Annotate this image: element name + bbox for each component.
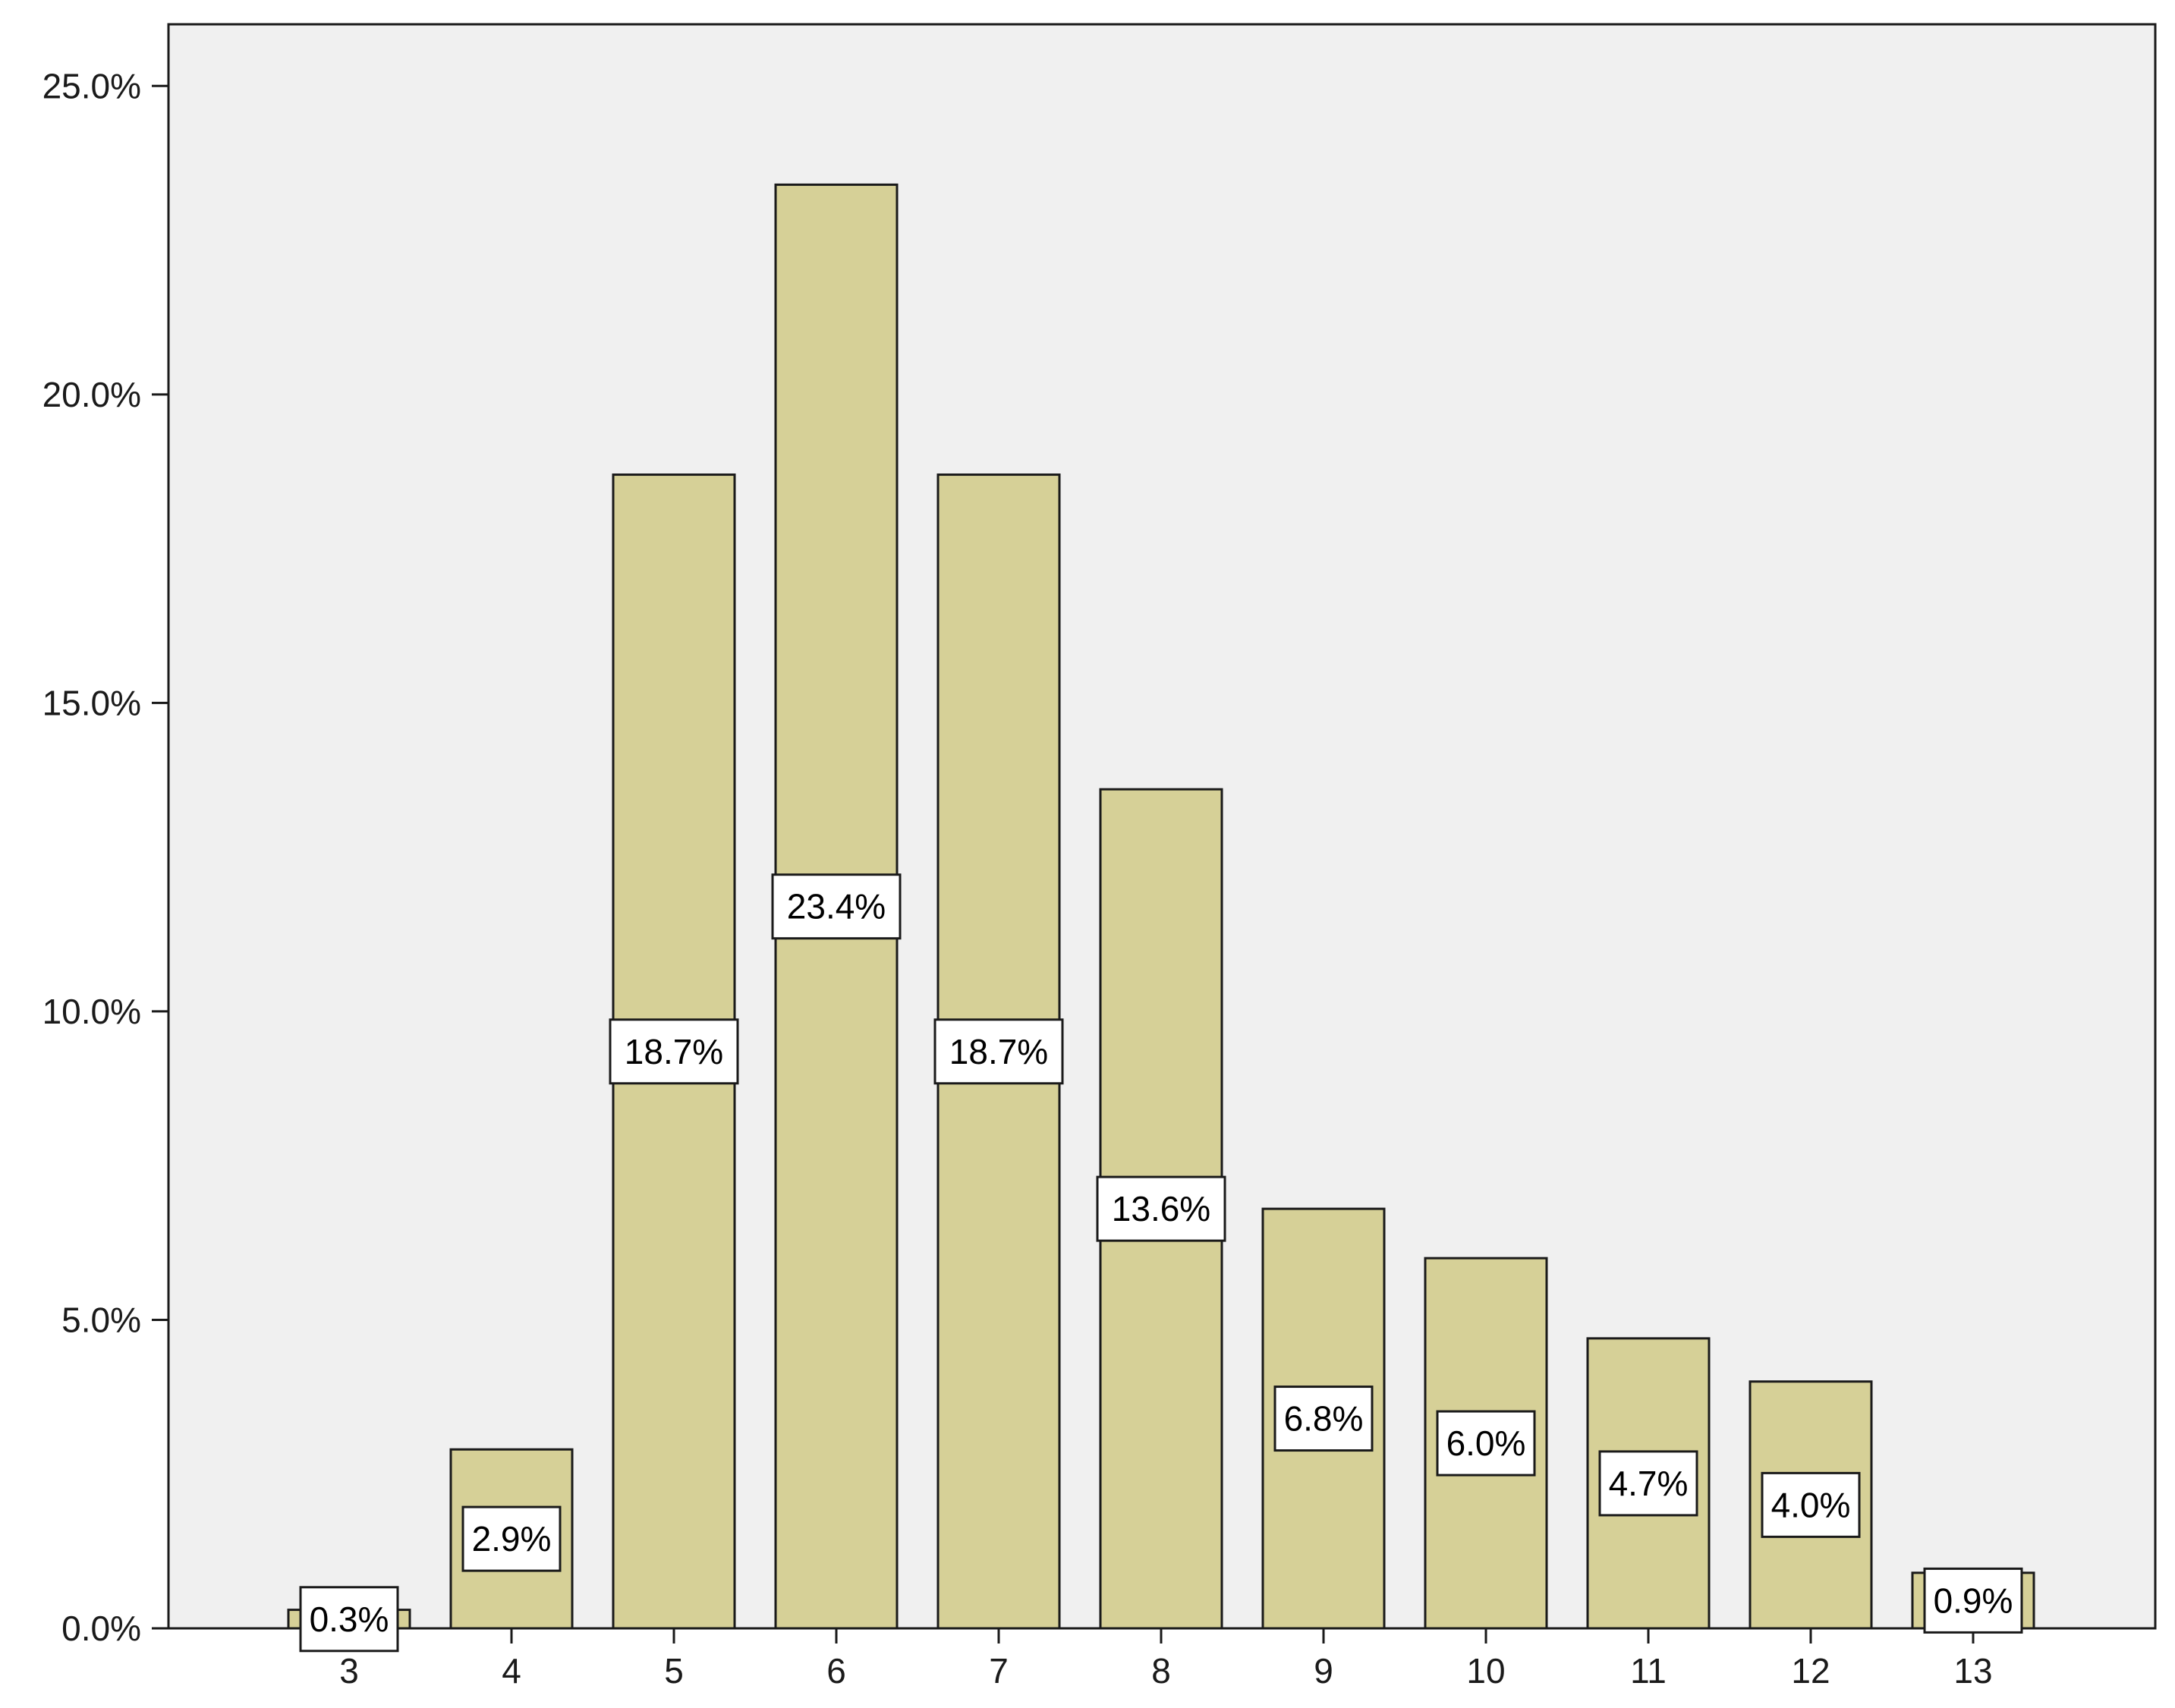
x-axis: 3 4 5 6 7 8 9 10 11 12 13 (168, 1627, 2155, 1691)
data-label-text: 2.9% (472, 1519, 552, 1559)
data-label-text: 0.9% (1934, 1581, 2013, 1620)
x-tick-label: 7 (989, 1651, 1009, 1691)
data-label-box (299, 1586, 399, 1653)
x-tick-label: 3 (339, 1651, 359, 1691)
x-tick-label: 10 (1466, 1651, 1505, 1691)
data-labels: 0.3% 2.9% 18.7% 23.4% 18.7% 13.6% 6.8% 6.0% 4.7%… (299, 873, 2023, 1653)
y-axis: 0.0% 5.0% 10.0% 15.0% 20.0% 25.0% (42, 66, 168, 1648)
data-label-box (609, 1018, 739, 1085)
data-label-text: 18.7% (625, 1032, 723, 1071)
y-tick-label: 0.0% (61, 1609, 141, 1648)
data-label: 18.7% (609, 1018, 739, 1085)
x-tick-label: 12 (1791, 1651, 1830, 1691)
data-label-text: 4.0% (1771, 1485, 1851, 1524)
data-label-text: 13.6% (1112, 1189, 1210, 1228)
data-label: 23.4% (771, 873, 902, 940)
data-label-text: 6.0% (1446, 1423, 1526, 1463)
data-label-box (771, 873, 902, 940)
x-tick-label: 4 (502, 1651, 521, 1691)
data-label-box (1436, 1410, 1536, 1477)
data-label-text: 0.3% (310, 1599, 389, 1639)
y-tick-label: 10.0% (42, 992, 141, 1031)
data-label-box (1273, 1386, 1374, 1452)
y-tick-label: 25.0% (42, 66, 141, 105)
data-label-text: 18.7% (949, 1032, 1048, 1071)
x-tick-label: 5 (664, 1651, 684, 1691)
data-label: 0.3% (299, 1586, 399, 1653)
data-label: 6.8% (1273, 1386, 1374, 1452)
x-tick-label: 8 (1151, 1651, 1171, 1691)
x-tick-label: 11 (1630, 1651, 1667, 1691)
data-label-text: 4.7% (1609, 1464, 1689, 1503)
data-label: 2.9% (461, 1505, 562, 1572)
data-label: 0.9% (1923, 1567, 2023, 1634)
data-label: 13.6% (1096, 1175, 1226, 1242)
x-tick-label: 9 (1314, 1651, 1333, 1691)
data-label-box (933, 1018, 1064, 1085)
data-label-text: 23.4% (787, 887, 886, 926)
x-tick-label: 13 (1953, 1651, 1992, 1691)
data-label-box (1761, 1471, 1861, 1538)
y-tick-label: 20.0% (42, 375, 141, 414)
data-label: 4.7% (1598, 1450, 1698, 1517)
data-label: 18.7% (933, 1018, 1064, 1085)
data-label-box (1598, 1450, 1698, 1517)
data-label-box (1096, 1175, 1226, 1242)
y-tick-label: 15.0% (42, 683, 141, 722)
y-tick-label: 5.0% (61, 1300, 141, 1339)
x-tick-label: 6 (826, 1651, 846, 1691)
data-label-box (1923, 1567, 2023, 1634)
data-label-text: 6.8% (1284, 1399, 1364, 1439)
data-label: 6.0% (1436, 1410, 1536, 1477)
data-label-box (461, 1505, 562, 1572)
data-label: 4.0% (1761, 1471, 1861, 1538)
